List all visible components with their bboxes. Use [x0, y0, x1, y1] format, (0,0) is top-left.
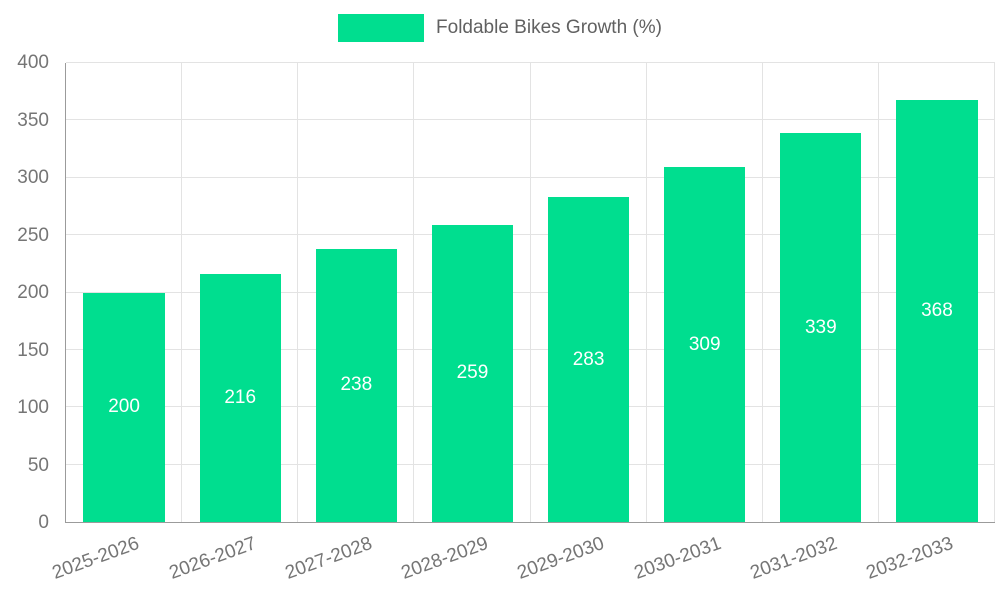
gridline-vertical	[529, 63, 531, 522]
bar-value-label: 283	[572, 348, 605, 370]
gridline-vertical	[181, 63, 183, 522]
bar[interactable]: 368	[896, 99, 978, 522]
y-tick-label: 150	[17, 339, 49, 361]
bar-value-label: 259	[456, 362, 489, 384]
gridline-vertical	[297, 63, 299, 522]
y-tick-label: 250	[17, 224, 49, 246]
y-tick-label: 200	[17, 282, 49, 303]
gridline-vertical	[877, 63, 879, 522]
bar[interactable]: 309	[664, 167, 746, 522]
gridline-vertical	[761, 63, 763, 522]
x-tick-label: 2027-2028	[282, 533, 375, 584]
bar-value-label: 339	[804, 316, 837, 338]
bar[interactable]: 259	[431, 224, 514, 522]
legend[interactable]: Foldable Bikes Growth (%)	[0, 14, 1000, 42]
x-tick-label: 2031-2032	[747, 533, 840, 584]
x-tick-label: 2026-2027	[165, 533, 259, 584]
x-axis: 2025-2026 2026-2027 2027-2028 2028-2029 2029…	[50, 527, 995, 597]
gridline-vertical	[413, 63, 415, 522]
y-tick-label: 100	[17, 397, 49, 418]
x-tick-label: 2028-2029	[398, 533, 492, 584]
gridline-horizontal	[66, 234, 995, 236]
gridline-horizontal	[66, 348, 995, 350]
bar[interactable]: 200	[83, 292, 165, 522]
y-tick-label: 0	[38, 512, 49, 533]
bar-value-label: 309	[688, 333, 721, 355]
bar-value-label: 368	[921, 299, 953, 321]
y-tick-label: 350	[17, 109, 49, 131]
bar-value-label: 216	[224, 387, 257, 409]
plot-area: 200 216 238 259 283 309 339 368	[65, 62, 995, 523]
bar[interactable]: 238	[315, 248, 397, 522]
bar[interactable]: 283	[547, 197, 630, 522]
x-tick-label: 2025-2026	[49, 533, 143, 584]
bar-value-label: 238	[340, 374, 373, 396]
y-axis: 0 50 100 150 200 250 300 350 400	[0, 52, 57, 533]
y-tick-label: 50	[27, 454, 49, 476]
gridline-horizontal	[66, 406, 995, 408]
gridline-horizontal	[66, 62, 995, 63]
legend-label: Foldable Bikes Growth (%)	[436, 17, 662, 38]
bar[interactable]: 216	[199, 274, 281, 522]
x-tick-label: 2030-2031	[630, 533, 724, 584]
bar-value-label: 200	[108, 396, 140, 418]
gridline-vertical	[994, 63, 995, 522]
y-tick-label: 400	[17, 52, 49, 73]
gridline-horizontal	[66, 463, 995, 465]
x-tick-label: 2029-2030	[514, 533, 608, 584]
gridline-horizontal	[66, 291, 995, 293]
gridline-vertical	[645, 63, 647, 522]
x-tick-label: 2032-2033	[863, 533, 957, 584]
y-tick-label: 300	[17, 167, 49, 188]
gridline-horizontal	[66, 176, 995, 178]
gridline-horizontal	[66, 119, 995, 121]
legend-swatch[interactable]	[338, 14, 425, 42]
bar[interactable]: 339	[780, 133, 862, 522]
